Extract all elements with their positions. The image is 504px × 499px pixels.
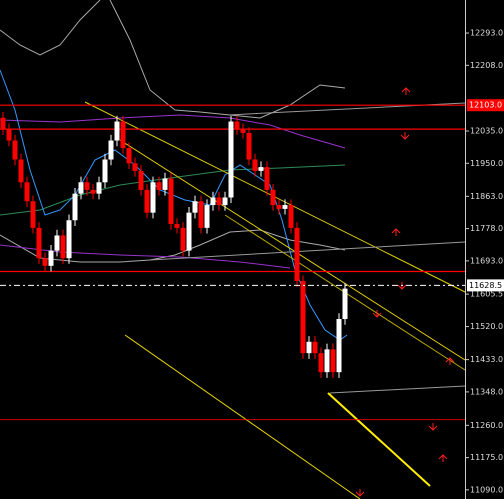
price-label-box — [467, 99, 504, 112]
candle-body — [108, 140, 114, 160]
candle-body — [48, 250, 54, 266]
candle-body — [192, 201, 198, 213]
candle-body — [306, 341, 312, 354]
candle-body — [30, 201, 36, 228]
candle-body — [258, 167, 264, 171]
candle-body — [60, 235, 66, 259]
candle-body — [252, 159, 258, 171]
y-tick-label: 11348.0 — [470, 387, 503, 396]
candle-body — [234, 121, 240, 130]
y-tick-label: 11090.0 — [470, 485, 503, 494]
y-tick-label: 12293.0 — [470, 29, 503, 38]
candle-body — [300, 281, 306, 354]
candle-body — [324, 349, 330, 373]
bollinger-upper — [109, 0, 346, 119]
y-tick-label: 11175.0 — [470, 453, 503, 462]
candle-body — [222, 197, 228, 206]
candle-body — [270, 189, 276, 206]
candle-body — [342, 288, 348, 319]
candle-body — [186, 212, 192, 251]
candle-body — [18, 159, 24, 183]
candle-body — [162, 178, 168, 190]
candle-body — [78, 182, 84, 194]
candle-body — [156, 182, 162, 190]
candle-body — [264, 167, 270, 190]
candle-body — [54, 235, 60, 251]
candle-body — [72, 193, 78, 221]
signal-arrows — [355, 87, 455, 497]
trend-line — [124, 334, 361, 499]
candle-body — [216, 197, 222, 206]
candle-body — [150, 182, 156, 213]
arrow-down — [372, 310, 382, 318]
y-tick-label: 11605.5 — [470, 290, 503, 299]
candle-body — [168, 178, 174, 225]
y-tick-label: 11433.0 — [470, 355, 503, 364]
y-tick-label: 12208.0 — [470, 61, 503, 70]
candle-body — [330, 349, 336, 373]
arrow-up — [438, 454, 448, 462]
candle-body — [96, 182, 102, 194]
y-tick-label: 11520.0 — [470, 322, 503, 331]
candle-body — [318, 353, 324, 373]
price-label: 11628.5 — [469, 281, 502, 290]
y-tick-label: 12035.0 — [470, 127, 503, 136]
arrow-up — [445, 357, 455, 365]
candle-body — [276, 205, 282, 209]
bollinger-upper — [0, 0, 101, 56]
candle-body — [114, 121, 120, 141]
arrow-up — [391, 228, 401, 236]
trend-line — [119, 139, 466, 361]
candle-body — [132, 163, 138, 171]
candle-body — [204, 205, 210, 228]
candle-body — [282, 205, 288, 209]
candle-body — [36, 227, 42, 259]
price-label-box — [467, 279, 504, 292]
moving-average — [0, 164, 346, 216]
candle-body — [174, 224, 180, 228]
y-tick-label: 11863.0 — [470, 192, 503, 201]
candle-body — [144, 189, 150, 213]
y-tick-label: 11950.0 — [470, 159, 503, 168]
candle-body — [6, 129, 12, 141]
y-tick-label: 11693.0 — [470, 256, 503, 265]
trend-line — [327, 392, 431, 487]
arrow-up — [401, 87, 411, 95]
channel-line — [329, 385, 466, 394]
candle-body — [66, 220, 72, 259]
candle-body — [0, 117, 6, 130]
candle-body — [120, 121, 126, 149]
candles — [0, 112, 348, 378]
candle-body — [294, 227, 300, 282]
candle-body — [312, 341, 318, 354]
candle-body — [126, 148, 132, 164]
candle-body — [42, 258, 48, 266]
price-label: 12103.0 — [469, 101, 502, 110]
candle-body — [240, 129, 246, 133]
candle-body — [336, 318, 342, 373]
candle-body — [102, 159, 108, 183]
arrow-down — [355, 489, 365, 497]
candle-body — [198, 201, 204, 228]
candle-body — [246, 132, 252, 160]
arrow-down — [428, 423, 438, 431]
y-tick-label: 11778.0 — [470, 224, 503, 233]
candle-body — [90, 189, 96, 194]
candle-body — [228, 121, 234, 198]
candle-body — [180, 227, 186, 251]
moving-average — [0, 114, 346, 149]
candle-body — [288, 205, 294, 228]
candle-body — [210, 197, 216, 206]
candle-body — [84, 182, 90, 190]
channel-line — [149, 241, 466, 261]
candle-body — [24, 182, 30, 202]
candle-body — [12, 140, 18, 160]
y-tick-label: 11260.0 — [470, 421, 503, 430]
candle-body — [138, 170, 144, 190]
arrow-down — [400, 132, 410, 140]
